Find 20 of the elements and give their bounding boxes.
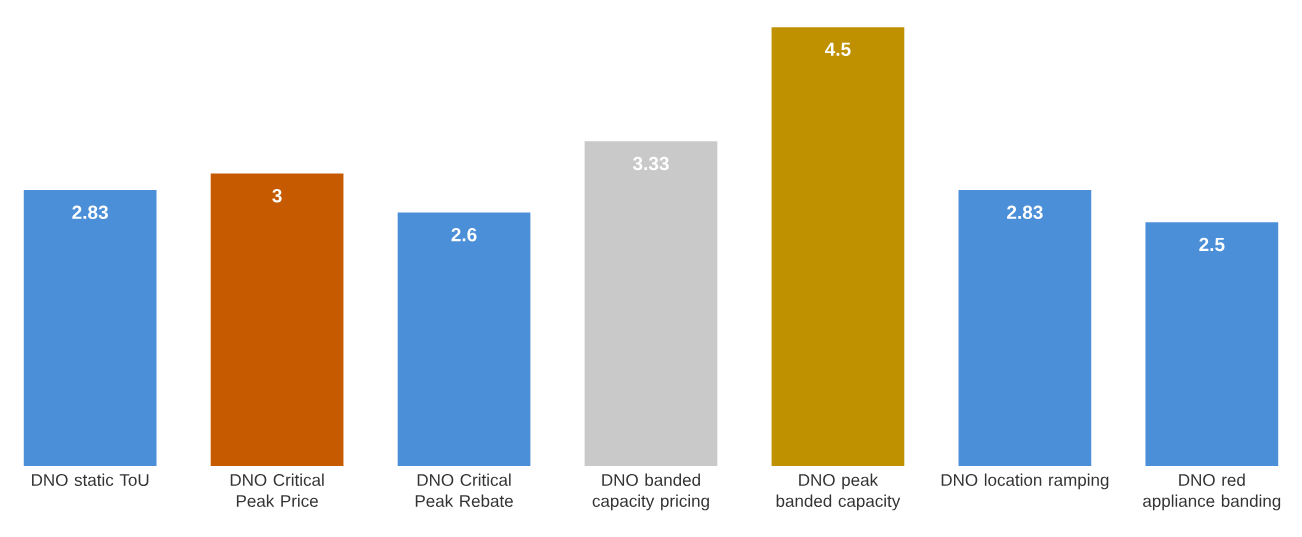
x-tick-label: DNO peak banded capacity [776, 473, 901, 511]
bar [1145, 222, 1279, 466]
data-label: 2.83 [1007, 205, 1043, 220]
bar [584, 141, 718, 466]
x-tick-label: DNO banded capacity pricing [592, 473, 709, 511]
bar [397, 212, 531, 466]
bar [958, 190, 1092, 466]
data-label: 2.83 [72, 205, 108, 220]
bar [23, 190, 157, 466]
x-tick-label: DNO Critical Peak Rebate [415, 473, 513, 508]
data-label: 2.6 [451, 227, 477, 242]
bar [210, 173, 344, 466]
x-tick-label: DNO red appliance banding [1143, 473, 1281, 511]
data-label: 3 [272, 188, 282, 203]
data-label: 4.5 [825, 42, 851, 56]
x-tick-label: DNO static ToU [32, 473, 149, 487]
x-tick-label: DNO location ramping [941, 473, 1109, 490]
data-label: 2.5 [1199, 237, 1225, 252]
bar [771, 27, 905, 466]
x-tick-label: DNO Critical Peak Price [230, 473, 324, 508]
